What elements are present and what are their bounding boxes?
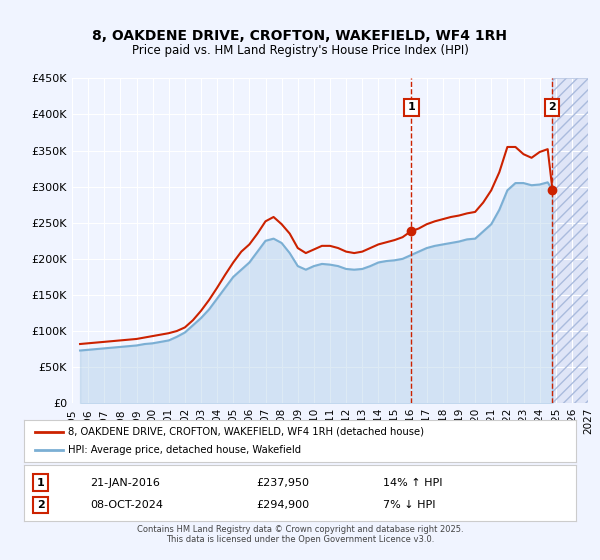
Text: Contains HM Land Registry data © Crown copyright and database right 2025.
This d: Contains HM Land Registry data © Crown c… (137, 525, 463, 544)
Text: 8, OAKDENE DRIVE, CROFTON, WAKEFIELD, WF4 1RH (detached house): 8, OAKDENE DRIVE, CROFTON, WAKEFIELD, WF… (68, 427, 424, 437)
Text: Price paid vs. HM Land Registry's House Price Index (HPI): Price paid vs. HM Land Registry's House … (131, 44, 469, 57)
Bar (552, 78, 588, 403)
Text: 2: 2 (548, 102, 556, 112)
Text: 14% ↑ HPI: 14% ↑ HPI (383, 478, 442, 488)
Text: 2: 2 (37, 500, 44, 510)
Text: 1: 1 (407, 102, 415, 112)
Text: HPI: Average price, detached house, Wakefield: HPI: Average price, detached house, Wake… (68, 445, 301, 455)
Text: 8, OAKDENE DRIVE, CROFTON, WAKEFIELD, WF4 1RH: 8, OAKDENE DRIVE, CROFTON, WAKEFIELD, WF… (92, 29, 508, 44)
Text: 1: 1 (37, 478, 44, 488)
Text: 7% ↓ HPI: 7% ↓ HPI (383, 500, 436, 510)
Text: 08-OCT-2024: 08-OCT-2024 (90, 500, 163, 510)
Bar (552, 78, 588, 403)
Text: 21-JAN-2016: 21-JAN-2016 (90, 478, 160, 488)
Text: £237,950: £237,950 (256, 478, 309, 488)
Text: £294,900: £294,900 (256, 500, 309, 510)
